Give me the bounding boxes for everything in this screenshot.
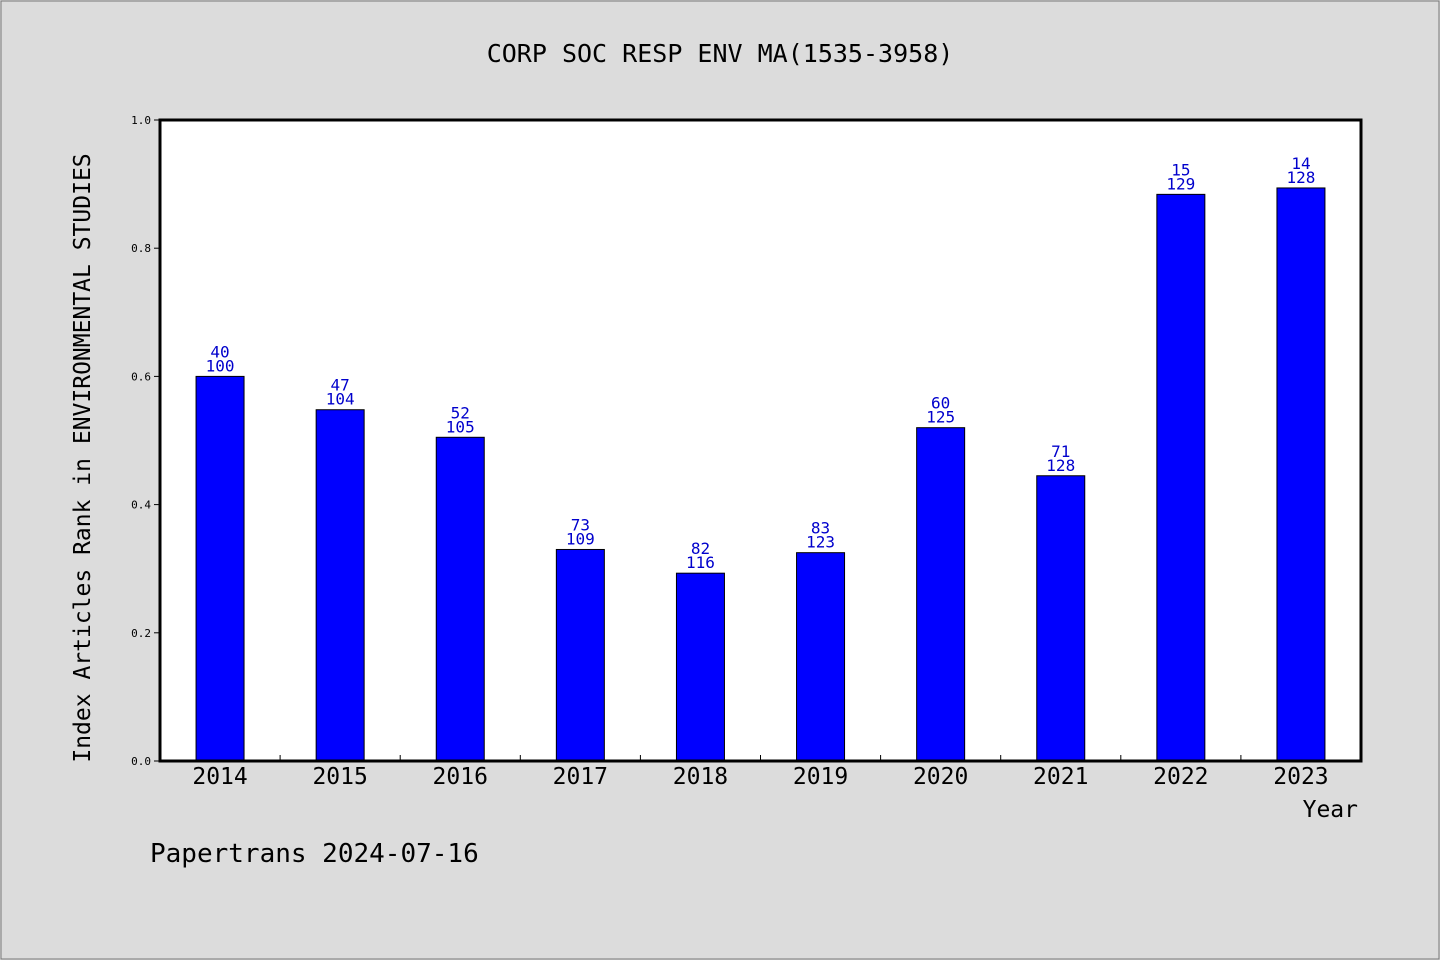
bar-rank-label: 83 [811, 519, 830, 538]
x-tick-label: 2017 [553, 764, 608, 790]
x-tick-label: 2018 [673, 764, 728, 790]
bar-total-label: 123 [806, 533, 835, 552]
bar-rank-label: 71 [1051, 442, 1070, 461]
bar-rank-label: 14 [1291, 154, 1310, 173]
bar-rank-label: 82 [691, 539, 710, 558]
bar [195, 375, 245, 762]
bar-total-label: 100 [206, 356, 235, 375]
y-tick-label: 0.4 [131, 499, 151, 512]
bar-rank-label: 60 [931, 394, 950, 413]
x-tick-label: 2020 [913, 764, 968, 790]
bar-rank-label: 73 [571, 515, 590, 534]
bar-total-label: 105 [446, 417, 475, 436]
bar-total-label: 128 [1046, 456, 1075, 475]
x-tick-label: 2014 [192, 764, 247, 790]
x-tick-label: 2016 [433, 764, 488, 790]
footer-stamp: Papertrans 2024-07-16 [150, 839, 479, 869]
bar-total-label: 128 [1286, 168, 1315, 187]
y-tick-label: 0.0 [131, 755, 151, 768]
chart-title: CORP SOC RESP ENV MA(1535-3958) [487, 39, 954, 68]
y-tick-label: 0.2 [131, 627, 151, 640]
bar-rank-label: 52 [451, 403, 470, 422]
bar [1276, 187, 1326, 762]
bar-rank-label: 15 [1171, 160, 1190, 179]
y-axis-label: Index Articles Rank in ENVIRONMENTAL STU… [70, 153, 96, 762]
plot-area: 0.00.20.40.60.81.04010020144710420155210… [131, 114, 1363, 790]
bar [796, 552, 846, 762]
bar [555, 548, 605, 762]
bar-rank-label: 40 [210, 342, 229, 361]
x-tick-label: 2022 [1153, 764, 1208, 790]
bar-total-label: 125 [926, 408, 955, 427]
y-tick-label: 0.8 [131, 242, 151, 255]
x-tick-label: 2023 [1273, 764, 1328, 790]
bar-rank-label: 47 [331, 376, 350, 395]
bar-total-label: 116 [686, 553, 715, 572]
x-tick-label: 2021 [1033, 764, 1088, 790]
bar [315, 409, 365, 762]
x-axis-label: Year [1303, 797, 1358, 823]
bar [675, 572, 725, 762]
bar [1036, 475, 1086, 762]
bar [1156, 193, 1206, 762]
bar [916, 427, 966, 762]
x-tick-label: 2015 [312, 764, 367, 790]
bar-total-label: 104 [326, 390, 355, 409]
bar-total-label: 109 [566, 529, 595, 548]
plot-frame [158, 118, 1363, 763]
bar-total-label: 129 [1166, 174, 1195, 193]
y-tick-label: 0.6 [131, 370, 151, 383]
bar [435, 436, 485, 762]
y-tick-label: 1.0 [131, 114, 151, 127]
x-tick-label: 2019 [793, 764, 848, 790]
